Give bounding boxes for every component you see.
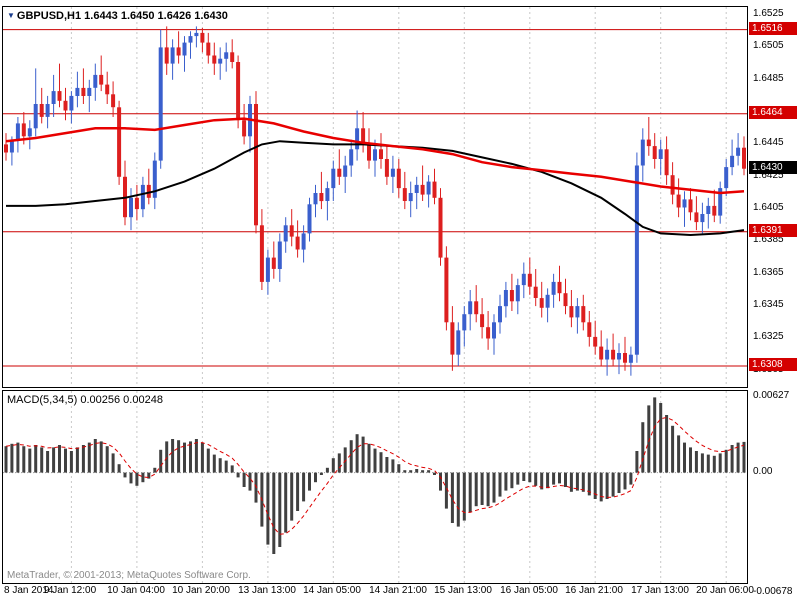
copyright-text: MetaTrader, © 2001-2013; MetaQuotes Soft… bbox=[7, 570, 251, 581]
time-axis-label: 13 Jan 13:00 bbox=[238, 585, 296, 596]
chart-title-text: GBPUSD,H1 1.6443 1.6450 1.6426 1.6430 bbox=[16, 10, 228, 22]
price-tick-label: 1.6345 bbox=[753, 299, 784, 310]
price-tick-label: 1.6525 bbox=[753, 8, 784, 19]
time-axis-label: 14 Jan 05:00 bbox=[303, 585, 361, 596]
macd-grid-lines bbox=[70, 391, 727, 583]
time-axis[interactable]: 8 Jan 2014 9 Jan 12:00 10 Jan 04:00 10 Jan … bbox=[2, 585, 754, 599]
price-tick-label: 1.6505 bbox=[753, 40, 784, 51]
macd-scale-label: -0.00678 bbox=[753, 586, 793, 597]
time-axis-label: 10 Jan 20:00 bbox=[172, 585, 230, 596]
macd-canvas[interactable] bbox=[3, 391, 747, 583]
price-chart-pane: ▼ GBPUSD,H1 1.6443 1.6450 1.6426 1.6430 bbox=[2, 6, 748, 388]
symbol-marker-icon: ▼ bbox=[7, 11, 15, 20]
price-tick-label: 1.6405 bbox=[753, 202, 784, 213]
chart-title: ▼ GBPUSD,H1 1.6443 1.6450 1.6426 1.6430 bbox=[7, 10, 228, 22]
price-tick-label: 1.6385 bbox=[753, 234, 784, 245]
level-lines bbox=[3, 29, 747, 367]
macd-scale-label: 0.00627 bbox=[753, 390, 790, 401]
red-ma-line bbox=[5, 117, 745, 195]
macd-indicator-pane: MACD(5,34,5) 0.00256 0.00248 MetaTrader,… bbox=[2, 390, 748, 584]
time-axis-label: 16 Jan 21:00 bbox=[565, 585, 623, 596]
price-tick-label: 1.6445 bbox=[753, 137, 784, 148]
price-tick-label: 1.6425 bbox=[753, 170, 784, 181]
time-axis-label: 17 Jan 13:00 bbox=[631, 585, 689, 596]
candlestick-layer bbox=[4, 26, 746, 376]
time-axis-label: 14 Jan 21:00 bbox=[369, 585, 427, 596]
time-axis-label: 20 Jan 06:00 bbox=[696, 585, 754, 596]
price-tick-label: 1.6485 bbox=[753, 73, 784, 84]
current-price-badge: 1.6430 bbox=[749, 161, 797, 174]
time-axis-label: 9 Jan 12:00 bbox=[43, 585, 97, 596]
price-tick-label: 1.6365 bbox=[753, 267, 784, 278]
price-level-badge: 1.6464 bbox=[749, 106, 797, 119]
price-axis[interactable]: 1.6525 1.6505 1.6485 1.6445 1.6425 1.6405 1.63… bbox=[748, 0, 800, 600]
price-chart-canvas[interactable] bbox=[3, 7, 747, 387]
price-tick-label: 1.6325 bbox=[753, 331, 784, 342]
time-axis-label: 8 Jan 2014 bbox=[4, 585, 54, 596]
price-level-badge: 1.6308 bbox=[749, 358, 797, 371]
macd-histogram bbox=[4, 397, 746, 554]
price-level-badge: 1.6391 bbox=[749, 224, 797, 237]
time-axis-label: 15 Jan 13:00 bbox=[434, 585, 492, 596]
time-axis-label: 10 Jan 04:00 bbox=[107, 585, 165, 596]
price-level-badge: 1.6516 bbox=[749, 22, 797, 35]
macd-scale-label: 0.00 bbox=[753, 466, 773, 477]
macd-signal-line bbox=[5, 416, 745, 535]
macd-indicator-label: MACD(5,34,5) 0.00256 0.00248 bbox=[7, 394, 163, 406]
time-axis-label: 16 Jan 05:00 bbox=[500, 585, 558, 596]
